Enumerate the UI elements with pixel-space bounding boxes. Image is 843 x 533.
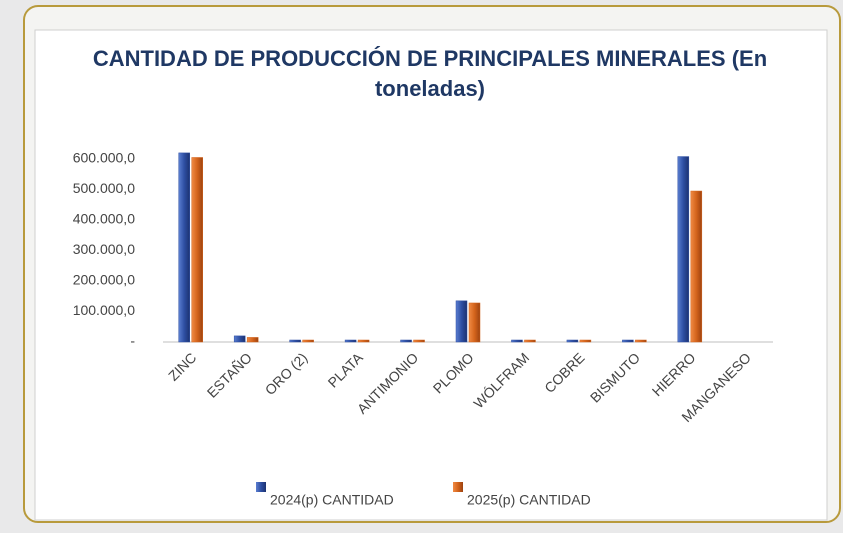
- chart-title: CANTIDAD DE PRODUCCIÓN DE PRINCIPALES MI…: [93, 46, 767, 101]
- bar: [289, 339, 301, 343]
- bar: [178, 152, 190, 343]
- bar: [413, 339, 425, 343]
- bar: [191, 157, 203, 343]
- bar: [677, 156, 690, 343]
- bar: [400, 339, 412, 343]
- legend-swatch: [256, 482, 266, 492]
- bar: [579, 339, 592, 343]
- bar: [302, 339, 314, 343]
- bar: [511, 339, 523, 343]
- bar: [233, 335, 246, 343]
- legend-label: 2025(p) CANTIDAD: [467, 492, 591, 508]
- legend-swatch: [453, 482, 463, 492]
- y-tick-label: 600.000,0: [73, 150, 135, 166]
- bar: [622, 339, 634, 343]
- bar: [344, 339, 357, 343]
- y-tick-label: 500.000,0: [73, 180, 135, 196]
- y-tick-label: 300.000,0: [73, 241, 135, 257]
- legend-label: 2024(p) CANTIDAD: [270, 492, 394, 508]
- bar: [690, 190, 703, 343]
- panel: [34, 29, 828, 521]
- y-tick-label: 200.000,0: [73, 272, 135, 288]
- bar: [524, 339, 536, 343]
- bar: [246, 337, 259, 343]
- bar: [357, 339, 370, 343]
- bar: [455, 300, 468, 343]
- bar: [566, 339, 579, 343]
- bar: [635, 339, 647, 343]
- bar: [468, 302, 481, 343]
- y-tick-label: 400.000,0: [73, 211, 135, 227]
- y-tick-label: 100.000,0: [73, 302, 135, 318]
- y-tick-label: -: [130, 333, 135, 349]
